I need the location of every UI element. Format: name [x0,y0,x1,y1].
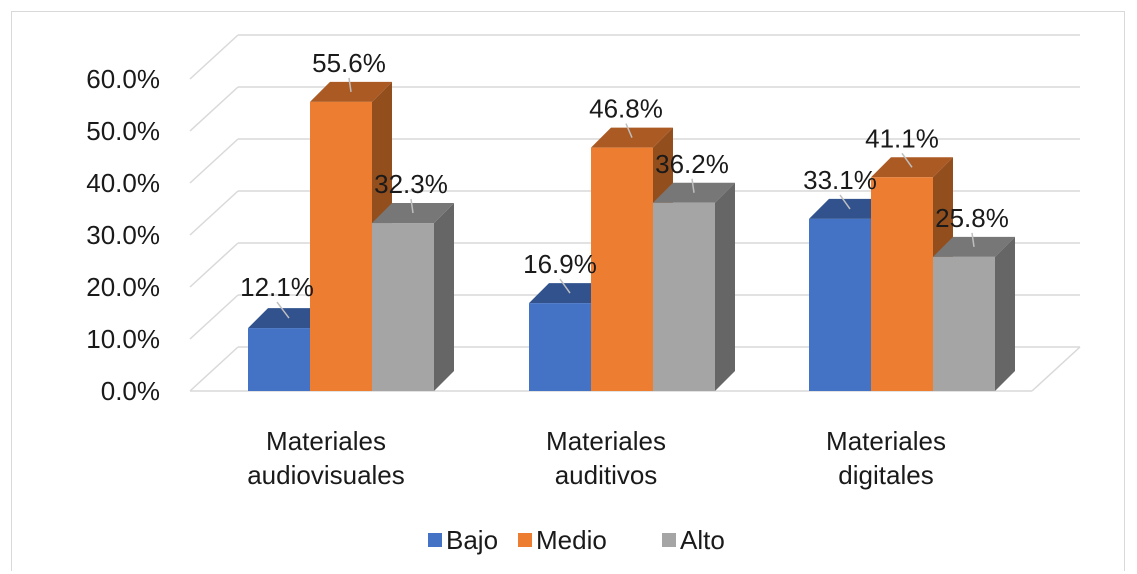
category-label: Materiales digitales [826,426,946,490]
floor-side-edge [1032,347,1080,391]
category-label: Materiales auditivos [546,426,666,490]
y-tick-label: 10.0% [86,324,160,354]
bar-side-face [995,237,1015,391]
bar-side-face [434,203,454,391]
data-label: 25.8% [935,203,1009,233]
legend-label-bajo: Bajo [446,525,498,555]
data-label: 12.1% [240,272,314,302]
data-label: 32.3% [374,169,448,199]
gridline-diagonal [190,139,238,183]
legend-swatch-medio [518,533,532,547]
bar-front-face [529,303,591,391]
y-tick-label: 40.0% [86,168,160,198]
y-axis-ticks: 0.0% 10.0% 20.0% 30.0% 40.0% 50.0% 60.0% [86,64,160,406]
data-label: 36.2% [655,149,729,179]
category-label-line: Materiales [546,426,666,456]
category-label-line: Materiales [826,426,946,456]
bar-side-face [715,183,735,391]
data-label: 33.1% [803,165,877,195]
y-tick-label: 30.0% [86,220,160,250]
data-label: 16.9% [523,249,597,279]
legend-label-alto: Alto [680,525,725,555]
bar-alto [933,237,1015,391]
data-label: 46.8% [589,94,663,124]
category-label-line: audiovisuales [247,460,405,490]
legend-label-medio: Medio [536,525,607,555]
category-label-line: auditivos [555,460,658,490]
gridline-diagonal [190,87,238,131]
gridline-diagonal [190,191,238,235]
bar-front-face [372,223,434,391]
bar-front-face [591,148,653,391]
category-label-line: digitales [838,460,933,490]
bar-front-face [310,102,372,391]
bar-chart: 0.0% 10.0% 20.0% 30.0% 40.0% 50.0% 60.0% 12.1%… [12,12,1126,572]
y-tick-label: 50.0% [86,116,160,146]
y-tick-label: 60.0% [86,64,160,94]
y-tick-label: 0.0% [101,376,160,406]
x-axis-categories: Materiales audiovisuales Materiales auditiv… [247,426,946,490]
bar-front-face [933,257,995,391]
legend-swatch-alto [662,533,676,547]
gridline-diagonal [190,35,238,79]
legend: Bajo Medio Alto [428,525,725,555]
bar-front-face [871,177,933,391]
chart-frame: 0.0% 10.0% 20.0% 30.0% 40.0% 50.0% 60.0% 12.1%… [11,11,1125,571]
bar-alto [372,203,454,391]
gridline-diagonal [190,347,238,391]
y-tick-label: 20.0% [86,272,160,302]
bar-front-face [248,328,310,391]
category-label-line: Materiales [266,426,386,456]
category-label: Materiales audiovisuales [247,426,405,490]
bar-alto [653,183,735,391]
legend-swatch-bajo [428,533,442,547]
gridline-diagonal [190,243,238,287]
gridline-diagonal [190,295,238,339]
data-label: 41.1% [865,123,939,153]
data-label: 55.6% [312,48,386,78]
bar-front-face [653,203,715,391]
bar-front-face [809,219,871,391]
